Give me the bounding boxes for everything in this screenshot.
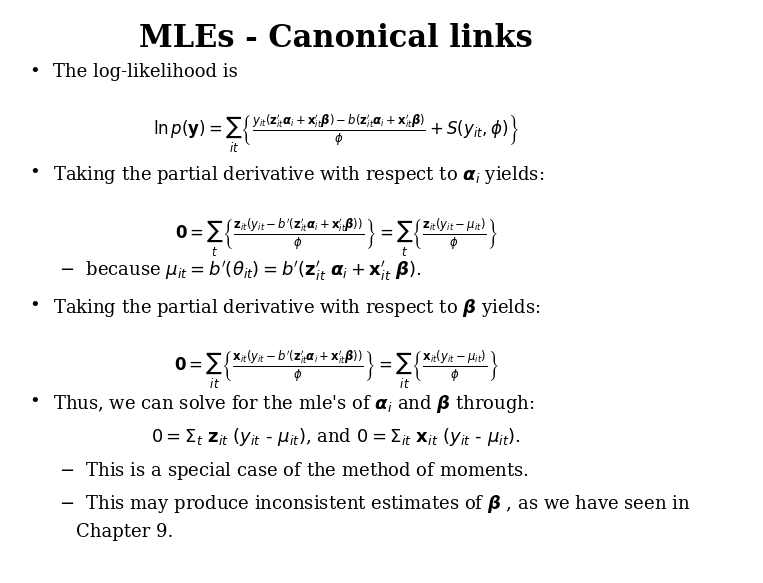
Text: Taking the partial derivative with respect to $\boldsymbol{\beta}$ yields:: Taking the partial derivative with respe… <box>53 297 540 319</box>
Text: $\ln p(\mathbf{y}) = \sum_{it} \left\{ \frac{y_{it}(\mathbf{z}_{it}^{\prime}\bol: $\ln p(\mathbf{y}) = \sum_{it} \left\{ \… <box>153 113 520 156</box>
Text: Chapter 9.: Chapter 9. <box>76 523 173 541</box>
Text: $-$  This is a special case of the method of moments.: $-$ This is a special case of the method… <box>60 459 530 482</box>
Text: $\mathbf{0} = \sum_{it} \left\{ \frac{\mathbf{x}_{it}(y_{it} - b^{\prime}(\mathb: $\mathbf{0} = \sum_{it} \left\{ \frac{\m… <box>174 349 498 392</box>
Text: $-$  because $\mu_{it} = b^{\prime}(\theta_{it}) = b^{\prime}(\mathbf{z}_{it}^{\: $-$ because $\mu_{it} = b^{\prime}(\thet… <box>60 260 422 284</box>
Text: $0 = \Sigma_t\ \mathbf{z}_{it}\ (y_{it}\ \text{-}\ \mu_{it})$, and $0 = \Sigma_{: $0 = \Sigma_t\ \mathbf{z}_{it}\ (y_{it}\… <box>151 426 521 448</box>
Text: The log-likelihood is: The log-likelihood is <box>53 64 237 82</box>
Text: $\mathbf{0} = \sum_{t} \left\{ \frac{\mathbf{z}_{it}(y_{it} - b^{\prime}(\mathbf: $\mathbf{0} = \sum_{t} \left\{ \frac{\ma… <box>175 216 497 259</box>
Text: •: • <box>30 64 40 82</box>
Text: Thus, we can solve for the mle's of $\boldsymbol{\alpha}_i$ and $\boldsymbol{\be: Thus, we can solve for the mle's of $\bo… <box>53 392 534 415</box>
Text: MLEs - Canonical links: MLEs - Canonical links <box>140 23 533 54</box>
Text: •: • <box>30 164 40 182</box>
Text: •: • <box>30 297 40 315</box>
Text: $-$  This may produce inconsistent estimates of $\boldsymbol{\beta}$ , as we hav: $-$ This may produce inconsistent estima… <box>60 493 691 515</box>
Text: Taking the partial derivative with respect to $\boldsymbol{\alpha}_i$ yields:: Taking the partial derivative with respe… <box>53 164 544 187</box>
Text: •: • <box>30 392 40 410</box>
